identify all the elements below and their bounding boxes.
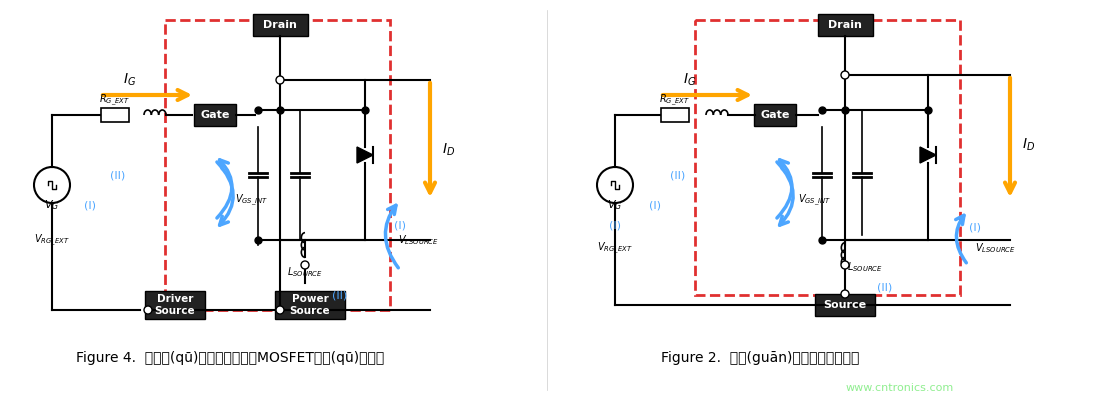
FancyBboxPatch shape: [815, 294, 875, 316]
Text: (I): (I): [649, 200, 661, 210]
Circle shape: [841, 71, 849, 79]
FancyBboxPatch shape: [754, 104, 796, 126]
Text: $V_G$: $V_G$: [607, 198, 622, 212]
Text: Power
Source: Power Source: [290, 294, 330, 316]
Text: $V_{RG\_EXT}$: $V_{RG\_EXT}$: [597, 241, 632, 256]
Text: Gate: Gate: [200, 110, 230, 120]
Text: Drain: Drain: [263, 20, 296, 30]
Text: $R_{G\_EXT}$: $R_{G\_EXT}$: [100, 93, 130, 108]
Text: (II): (II): [333, 290, 348, 300]
Text: Figure 2.  開關(guān)工作過程中的電壓: Figure 2. 開關(guān)工作過程中的電壓: [661, 351, 859, 365]
Text: (I): (I): [609, 220, 621, 230]
Text: $V_{LSOURCE}$: $V_{LSOURCE}$: [975, 241, 1016, 255]
Text: Gate: Gate: [760, 110, 790, 120]
Circle shape: [841, 261, 849, 269]
Text: (I): (I): [84, 200, 96, 210]
FancyBboxPatch shape: [194, 104, 236, 126]
Circle shape: [841, 290, 849, 298]
Circle shape: [144, 306, 152, 314]
Text: Source: Source: [824, 300, 866, 310]
Text: $I_D$: $I_D$: [1022, 137, 1035, 153]
Text: $V_G$: $V_G$: [45, 198, 59, 212]
Text: $I_D$: $I_D$: [442, 142, 455, 158]
Text: Figure 4.  具有驅(qū)動器源極引腳的MOSFET的驅(qū)動電路: Figure 4. 具有驅(qū)動器源極引腳的MOSFET的驅(qū)動電路: [75, 351, 384, 365]
FancyBboxPatch shape: [275, 291, 345, 319]
Text: $L_{SOURCE}$: $L_{SOURCE}$: [847, 260, 883, 274]
Text: (II): (II): [110, 170, 126, 180]
Polygon shape: [357, 147, 373, 163]
Bar: [661, 108, 689, 122]
Text: (II): (II): [877, 283, 893, 293]
Text: $R_{G\_EXT}$: $R_{G\_EXT}$: [660, 93, 690, 108]
Circle shape: [597, 167, 633, 203]
Text: $I_G$: $I_G$: [684, 72, 697, 88]
Text: (II): (II): [671, 170, 686, 180]
Circle shape: [276, 76, 284, 84]
Text: (I): (I): [394, 220, 406, 230]
Bar: [101, 108, 129, 122]
Text: $V_{RG\_EXT}$: $V_{RG\_EXT}$: [34, 232, 70, 248]
Text: www.cntronics.com: www.cntronics.com: [846, 383, 954, 393]
Text: $V_{GS\_INT}$: $V_{GS\_INT}$: [798, 193, 831, 208]
Text: $V_{GS\_INT}$: $V_{GS\_INT}$: [235, 193, 268, 208]
Text: Drain: Drain: [828, 20, 862, 30]
FancyBboxPatch shape: [253, 14, 307, 36]
Text: $L_{SOURCE}$: $L_{SOURCE}$: [287, 265, 323, 279]
FancyBboxPatch shape: [817, 14, 873, 36]
Text: $V_{LSOURCE}$: $V_{LSOURCE}$: [398, 233, 439, 247]
Text: Driver
Source: Driver Source: [154, 294, 196, 316]
FancyBboxPatch shape: [146, 291, 205, 319]
Circle shape: [34, 167, 70, 203]
Text: $I_G$: $I_G$: [124, 72, 137, 88]
Circle shape: [276, 306, 284, 314]
Polygon shape: [920, 147, 936, 163]
Text: (I): (I): [969, 223, 981, 233]
Circle shape: [301, 261, 309, 269]
